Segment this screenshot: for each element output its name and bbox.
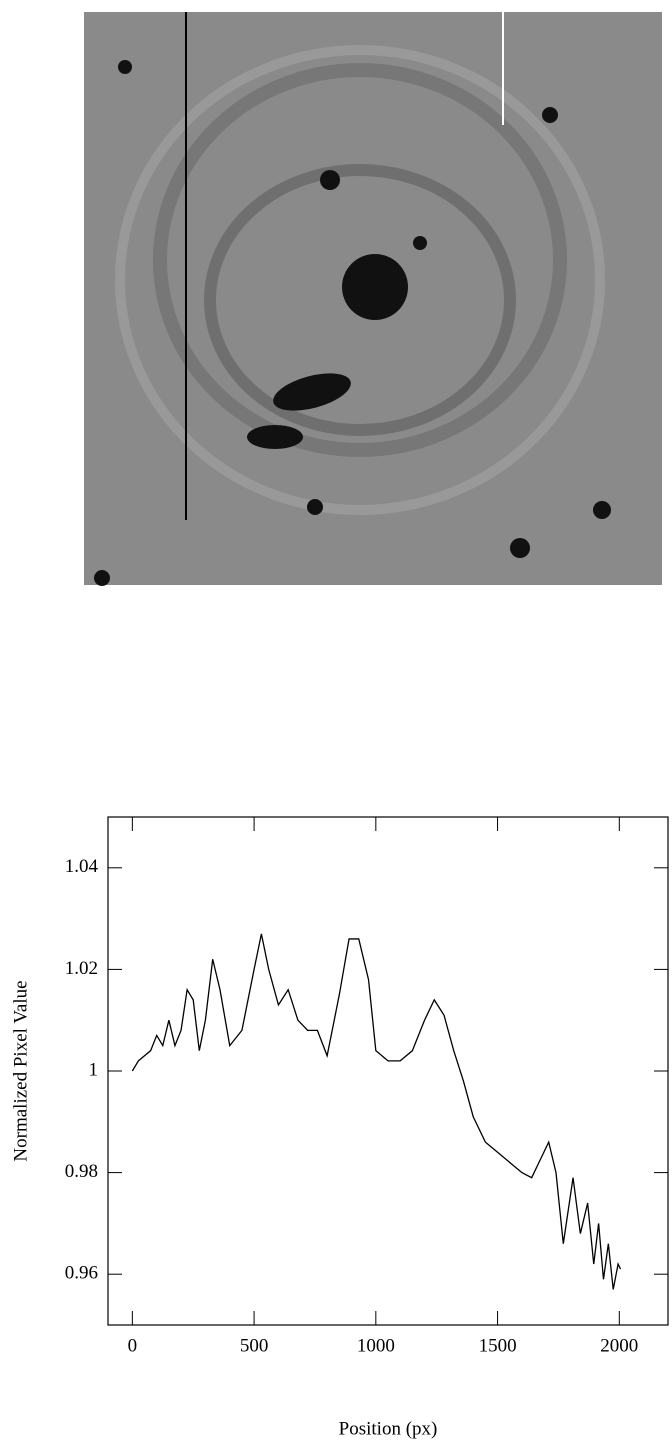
y-tick-label: 1.04	[65, 856, 99, 877]
y-tick-label: 0.98	[65, 1161, 98, 1182]
star	[94, 570, 110, 586]
fringe	[204, 164, 516, 436]
data-line	[131, 933, 622, 1290]
plot-frame	[107, 816, 669, 1326]
star	[342, 254, 408, 320]
sky-image	[84, 12, 662, 586]
x-tick-label: 1500	[479, 1335, 517, 1356]
star	[320, 170, 340, 190]
galaxy	[273, 373, 351, 411]
star	[413, 236, 427, 250]
plot: Position (px) Normalized Pixel Value 0 50…	[10, 816, 669, 1439]
star	[510, 538, 530, 558]
x-tick-label: 0	[128, 1335, 138, 1356]
star	[542, 107, 558, 123]
star	[118, 60, 132, 74]
y-axis-label: Normalized Pixel Value	[10, 980, 31, 1161]
x-tick-label: 2000	[600, 1335, 638, 1356]
fringe	[115, 45, 605, 515]
galaxy	[247, 425, 303, 449]
x-axis-label: Position (px)	[339, 1418, 438, 1439]
fringe	[153, 63, 567, 457]
star	[307, 499, 323, 515]
star	[593, 501, 611, 519]
x-tick-label: 1000	[357, 1335, 395, 1356]
x-tick-label: 500	[240, 1335, 269, 1356]
y-tick-label: 1.02	[65, 958, 98, 979]
y-tick-label: 0.96	[65, 1263, 98, 1284]
y-tick-label: 1	[89, 1059, 99, 1080]
